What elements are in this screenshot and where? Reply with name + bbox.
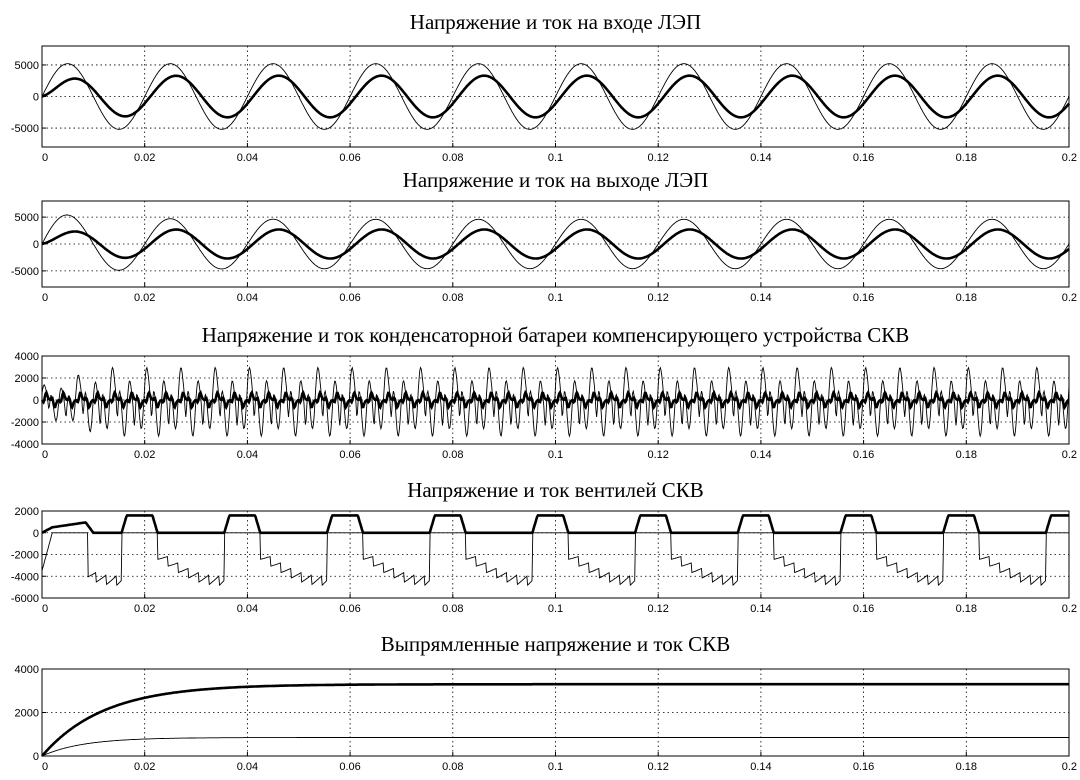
y-tick-label: 4000 bbox=[15, 351, 39, 363]
x-tick-label: 0.16 bbox=[853, 449, 874, 461]
x-tick-label: 0.04 bbox=[237, 292, 258, 304]
y-tick-label: 0 bbox=[33, 395, 39, 407]
y-tick-label: -4000 bbox=[11, 439, 39, 451]
x-tick-label: 0.1 bbox=[548, 152, 563, 164]
x-tick-label: 0.06 bbox=[339, 152, 360, 164]
x-tick-label: 0.1 bbox=[548, 761, 563, 773]
y-tick-label: -5000 bbox=[11, 266, 39, 278]
x-tick-label: 0.08 bbox=[442, 152, 463, 164]
x-tick-label: 0 bbox=[42, 152, 48, 164]
x-tick-label: 0.06 bbox=[339, 449, 360, 461]
x-tick-label: 0.2 bbox=[1062, 603, 1077, 615]
x-tick-label: 0.04 bbox=[237, 761, 258, 773]
x-tick-label: 0.14 bbox=[750, 292, 771, 304]
y-tick-label: 2000 bbox=[15, 373, 39, 385]
y-tick-label: 0 bbox=[33, 751, 39, 763]
x-tick-label: 0.02 bbox=[134, 449, 155, 461]
y-tick-label: 5000 bbox=[15, 60, 39, 72]
x-tick-label: 0.02 bbox=[134, 761, 155, 773]
x-tick-label: 0.2 bbox=[1062, 761, 1077, 773]
y-tick-label: -2000 bbox=[11, 417, 39, 429]
x-tick-label: 0.2 bbox=[1062, 449, 1077, 461]
series-line-2 bbox=[41, 228, 1070, 260]
x-tick-label: 0.12 bbox=[647, 603, 668, 615]
y-tick-label: 0 bbox=[33, 528, 39, 540]
y-tick-label: 0 bbox=[33, 239, 39, 251]
series-line-1 bbox=[41, 63, 1070, 130]
x-tick-label: 0.06 bbox=[339, 603, 360, 615]
x-tick-label: 0.08 bbox=[442, 292, 463, 304]
x-tick-label: 0.14 bbox=[750, 152, 771, 164]
y-tick-label: 4000 bbox=[15, 664, 39, 676]
x-tick-label: 0.04 bbox=[237, 449, 258, 461]
chart-panel-2: Напряжение и ток на выходе ЛЭП 0 0.02 0.04 0… bbox=[11, 168, 1077, 304]
x-tick-label: 0.16 bbox=[853, 292, 874, 304]
x-tick-label: 0.18 bbox=[956, 152, 977, 164]
chart-title: Напряжение и ток на выходе ЛЭП bbox=[403, 168, 709, 192]
series-line-1 bbox=[41, 514, 1069, 535]
x-tick-label: 0.02 bbox=[134, 603, 155, 615]
series-line-2 bbox=[41, 532, 1069, 587]
x-tick-label: 0.12 bbox=[647, 449, 668, 461]
y-tick-label: 5000 bbox=[15, 212, 39, 224]
x-tick-label: 0.14 bbox=[750, 603, 771, 615]
x-tick-label: 0.08 bbox=[442, 449, 463, 461]
x-tick-label: 0.14 bbox=[750, 761, 771, 773]
x-tick-label: 0 bbox=[42, 761, 48, 773]
x-tick-label: 0.18 bbox=[956, 761, 977, 773]
y-tick-label: -2000 bbox=[11, 550, 39, 562]
x-tick-label: 0.06 bbox=[339, 761, 360, 773]
x-tick-label: 0.16 bbox=[853, 761, 874, 773]
chart-panel-4: Напряжение и ток вентилей СКВ 0 0.02 0.04 0.… bbox=[11, 478, 1077, 615]
x-tick-label: 0.2 bbox=[1062, 152, 1077, 164]
chart-title: Напряжение и ток конденсаторной батареи … bbox=[202, 323, 910, 347]
x-tick-label: 0.04 bbox=[237, 152, 258, 164]
series-line-1 bbox=[41, 366, 1070, 438]
series-line-1 bbox=[41, 682, 1069, 757]
x-tick-label: 0.08 bbox=[442, 761, 463, 773]
x-tick-label: 0 bbox=[42, 603, 48, 615]
y-tick-label: 2000 bbox=[15, 506, 39, 518]
x-tick-label: 0.16 bbox=[853, 152, 874, 164]
x-tick-label: 0.08 bbox=[442, 603, 463, 615]
x-tick-label: 0.06 bbox=[339, 292, 360, 304]
y-tick-label: 0 bbox=[33, 92, 39, 104]
y-tick-label: -6000 bbox=[11, 593, 39, 605]
series-line-2 bbox=[41, 74, 1071, 119]
x-tick-label: 0.02 bbox=[134, 292, 155, 304]
x-tick-label: 0.12 bbox=[647, 292, 668, 304]
x-tick-label: 0.04 bbox=[237, 603, 258, 615]
x-tick-label: 0.16 bbox=[853, 603, 874, 615]
y-tick-label: -5000 bbox=[11, 123, 39, 135]
x-tick-label: 0.12 bbox=[647, 761, 668, 773]
x-tick-label: 0.1 bbox=[548, 603, 563, 615]
chart-panel-5: Выпрямленные напряжение и ток СКВ 0 0.02 0.… bbox=[15, 632, 1077, 773]
x-tick-label: 0.2 bbox=[1062, 292, 1077, 304]
y-tick-label: -4000 bbox=[11, 571, 39, 583]
x-tick-label: 0.14 bbox=[750, 449, 771, 461]
chart-panel-3: Напряжение и ток конденсаторной батареи … bbox=[11, 323, 1077, 461]
series-line-1 bbox=[41, 214, 1070, 271]
x-tick-label: 0 bbox=[42, 449, 48, 461]
chart-panel-1: Напряжение и ток на входе ЛЭП 0 0.02 0.04 0.… bbox=[11, 10, 1077, 164]
x-tick-label: 0.18 bbox=[956, 292, 977, 304]
x-tick-label: 0.12 bbox=[647, 152, 668, 164]
chart-title: Напряжение и ток на входе ЛЭП bbox=[410, 10, 701, 34]
x-tick-label: 0.18 bbox=[956, 449, 977, 461]
chart-title: Напряжение и ток вентилей СКВ bbox=[407, 478, 704, 502]
x-tick-label: 0 bbox=[42, 292, 48, 304]
series-line-2 bbox=[40, 389, 1070, 411]
x-tick-label: 0.1 bbox=[548, 292, 563, 304]
x-tick-label: 0.02 bbox=[134, 152, 155, 164]
x-tick-label: 0.1 bbox=[548, 449, 563, 461]
x-tick-label: 0.18 bbox=[956, 603, 977, 615]
y-tick-label: 2000 bbox=[15, 708, 39, 720]
chart-title: Выпрямленные напряжение и ток СКВ bbox=[381, 632, 730, 656]
series-line-2 bbox=[41, 737, 1069, 757]
